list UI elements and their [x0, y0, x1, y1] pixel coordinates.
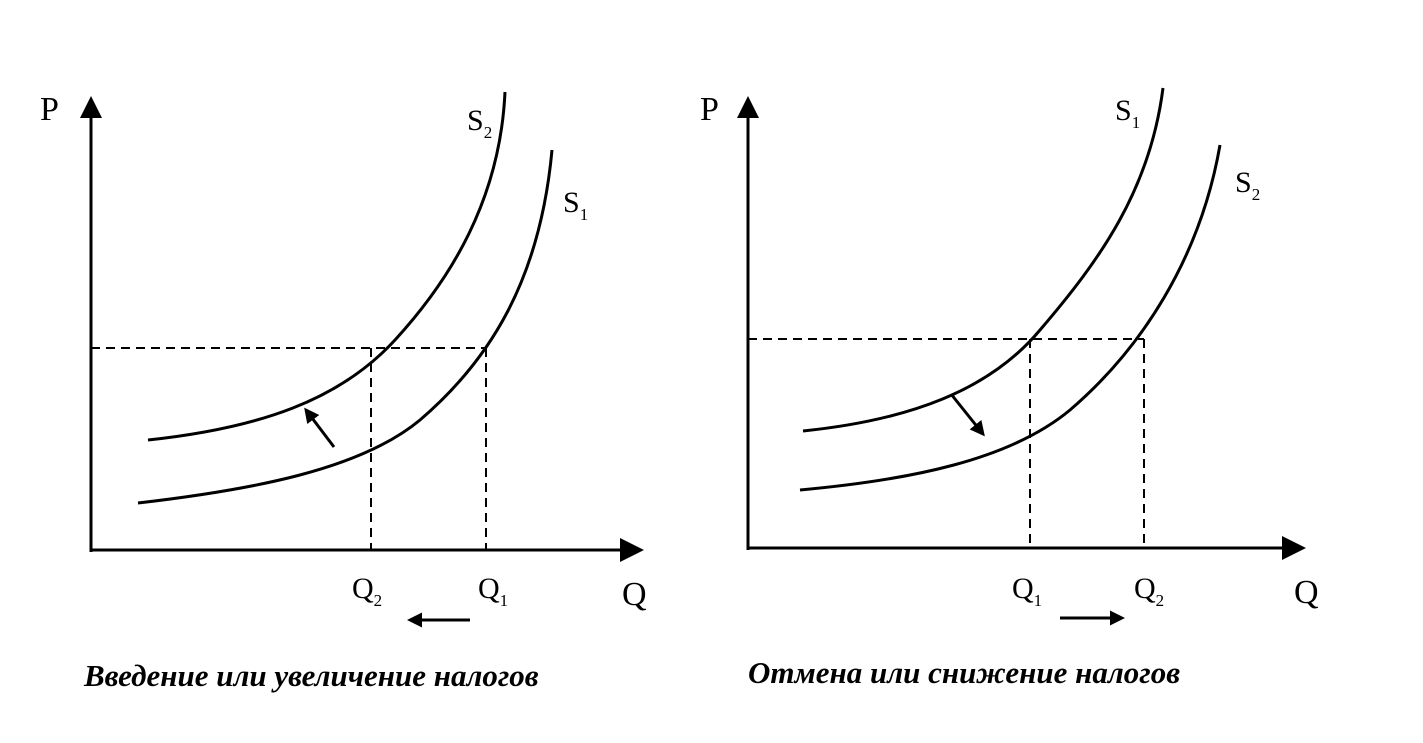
left-q-label: Q	[622, 576, 647, 613]
left-panel: P Q S2 S1 Q2 Q1 Введение или увеличение …	[40, 91, 647, 693]
right-q-right-label: Q2	[1134, 572, 1164, 610]
right-panel: P Q S1 S2 Q1 Q2 Отмена или снижение нало…	[700, 87, 1319, 690]
right-supply-curve-upper	[802, 87, 1165, 433]
right-p-label: P	[700, 91, 719, 128]
right-supply-curve-lower	[799, 144, 1222, 492]
right-curve-lower-label: S2	[1235, 166, 1260, 204]
right-curve-upper-label: S1	[1115, 94, 1140, 132]
right-x-axis-arrow-icon	[1282, 536, 1306, 560]
right-shift-arrow-icon	[949, 393, 985, 437]
left-q-left-label: Q2	[352, 572, 382, 610]
left-supply-curve-lower	[137, 149, 554, 505]
left-x-axis-arrow-icon	[620, 538, 644, 562]
left-caption: Введение или увеличение налогов	[83, 658, 539, 693]
left-y-axis-arrow-icon	[80, 96, 102, 118]
left-p-label: P	[40, 91, 59, 128]
right-caption: Отмена или снижение налогов	[748, 655, 1180, 690]
right-y-axis-arrow-icon	[737, 96, 759, 118]
left-q-right-label: Q1	[478, 572, 508, 610]
right-q-left-label: Q1	[1012, 572, 1042, 610]
left-supply-curve-upper	[147, 91, 507, 442]
right-q-label: Q	[1294, 574, 1319, 611]
left-curve-upper-label: S2	[467, 104, 492, 142]
left-shift-arrow-icon	[304, 407, 336, 448]
left-curve-lower-label: S1	[563, 186, 588, 224]
